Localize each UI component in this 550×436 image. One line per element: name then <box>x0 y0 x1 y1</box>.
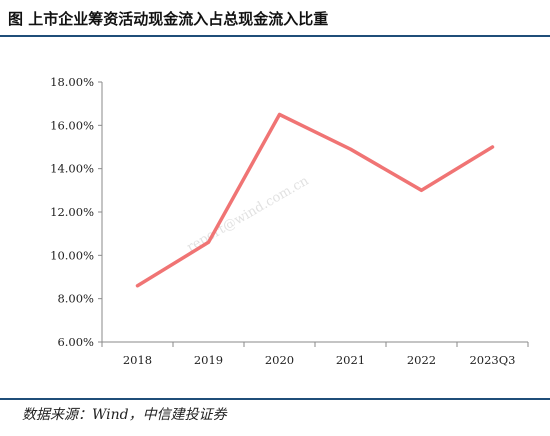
y-tick-label: 12.00% <box>50 205 94 219</box>
y-tick-label: 8.00% <box>57 292 94 306</box>
x-tick-label: 2020 <box>265 353 294 367</box>
title-divider <box>0 35 550 37</box>
line-chart: 6.00% 8.00% 10.00% 12.00% 14.00% 16.00% 18.00%… <box>50 75 529 367</box>
y-axis: 6.00% 8.00% 10.00% 12.00% 14.00% 16.00% 18.00% <box>50 75 103 349</box>
x-tick-label: 2019 <box>194 353 223 367</box>
x-tick-label: 2018 <box>123 353 152 367</box>
source-note: 数据来源：Wind，中信建投证券 <box>22 407 227 423</box>
y-tick-label: 14.00% <box>50 162 94 176</box>
x-axis: 2018 2019 2020 2021 2022 2023Q3 <box>101 341 529 367</box>
y-tick-label: 16.00% <box>50 118 94 132</box>
x-tick-label: 2022 <box>407 353 436 367</box>
source-divider <box>0 398 550 400</box>
watermark: report@wind.com.cn <box>185 173 312 255</box>
series-line <box>135 112 495 288</box>
x-tick-label: 2023Q3 <box>469 353 515 367</box>
y-tick-label: 10.00% <box>50 248 94 262</box>
x-tick-label: 2021 <box>336 353 365 367</box>
y-tick-label: 18.00% <box>50 75 94 89</box>
chart-title: 图 上市企业筹资活动现金流入占总现金流入比重 <box>8 10 329 28</box>
y-tick-label: 6.00% <box>57 335 94 349</box>
series-group <box>135 112 495 288</box>
